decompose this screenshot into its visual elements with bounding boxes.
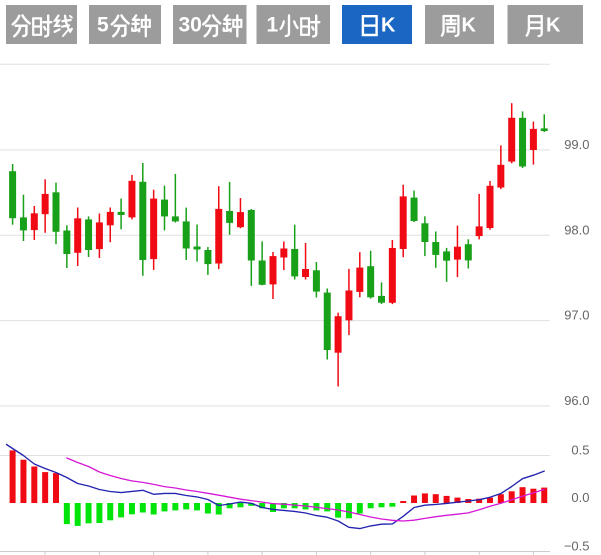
svg-text:K: K — [381, 15, 396, 37]
svg-text:30: 30 — [179, 14, 202, 37]
svg-text:K: K — [462, 15, 477, 37]
svg-text:98.0: 98.0 — [564, 222, 589, 237]
svg-text:K: K — [546, 15, 561, 37]
svg-text:99.0: 99.0 — [564, 137, 589, 152]
svg-text:5: 5 — [97, 14, 109, 37]
svg-text:0.5: 0.5 — [571, 443, 589, 458]
svg-text:96.0: 96.0 — [564, 393, 589, 408]
svg-text:0.0: 0.0 — [571, 490, 589, 505]
svg-text:97.0: 97.0 — [564, 308, 589, 323]
svg-text:−0.5: −0.5 — [564, 539, 590, 554]
svg-text:1: 1 — [267, 14, 279, 37]
